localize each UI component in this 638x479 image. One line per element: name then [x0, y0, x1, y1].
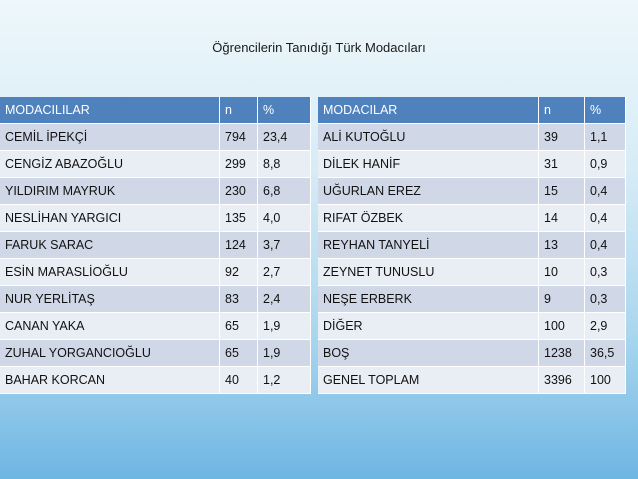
- count-cell: 15: [539, 178, 585, 205]
- percent-cell: 1,9: [258, 313, 311, 340]
- percent-cell: 23,4: [258, 124, 311, 151]
- designer-name-cell: DİLEK HANİF: [318, 151, 539, 178]
- count-cell: 14: [539, 205, 585, 232]
- percent-cell: 0,4: [585, 205, 626, 232]
- table-row: DİĞER 100 2,9: [318, 313, 626, 340]
- count-cell: 230: [220, 178, 258, 205]
- table-row: BAHAR KORCAN 40 1,2: [0, 367, 311, 394]
- count-cell: 794: [220, 124, 258, 151]
- table-row: REYHAN TANYELİ 13 0,4: [318, 232, 626, 259]
- percent-cell: 2,4: [258, 286, 311, 313]
- left-designers-table: MODACILILAR n % CEMİL İPEKÇİ 794 23,4 CENGİ…: [0, 97, 311, 394]
- right-designers-table: MODACILAR n % ALİ KUTOĞLU 39 1,1 DİLEK HANİ…: [318, 97, 626, 394]
- table-row: ZUHAL YORGANCIOĞLU 65 1,9: [0, 340, 311, 367]
- column-header-designers: MODACILAR: [318, 97, 539, 124]
- designer-name-cell: CEMİL İPEKÇİ: [0, 124, 220, 151]
- designer-name-cell: UĞURLAN EREZ: [318, 178, 539, 205]
- table-header-row: MODACILILAR n %: [0, 97, 311, 124]
- designer-name-cell: CENGİZ ABAZOĞLU: [0, 151, 220, 178]
- designer-name-cell: RIFAT ÖZBEK: [318, 205, 539, 232]
- percent-cell: 6,8: [258, 178, 311, 205]
- percent-cell: 36,5: [585, 340, 626, 367]
- count-cell: 1238: [539, 340, 585, 367]
- table-row: NESLİHAN YARGICI 135 4,0: [0, 205, 311, 232]
- designer-name-cell: FARUK SARAC: [0, 232, 220, 259]
- count-cell: 299: [220, 151, 258, 178]
- table-row: NUR YERLİTAŞ 83 2,4: [0, 286, 311, 313]
- designer-name-cell: ZUHAL YORGANCIOĞLU: [0, 340, 220, 367]
- table-row: CENGİZ ABAZOĞLU 299 8,8: [0, 151, 311, 178]
- table-row: GENEL TOPLAM 3396 100: [318, 367, 626, 394]
- count-cell: 83: [220, 286, 258, 313]
- count-cell: 124: [220, 232, 258, 259]
- table-row: RIFAT ÖZBEK 14 0,4: [318, 205, 626, 232]
- count-cell: 10: [539, 259, 585, 286]
- count-cell: 3396: [539, 367, 585, 394]
- table-row: CANAN YAKA 65 1,9: [0, 313, 311, 340]
- table-row: ESİN MARASLİOĞLU 92 2,7: [0, 259, 311, 286]
- column-header-n: n: [220, 97, 258, 124]
- percent-cell: 4,0: [258, 205, 311, 232]
- percent-cell: 1,9: [258, 340, 311, 367]
- count-cell: 100: [539, 313, 585, 340]
- percent-cell: 3,7: [258, 232, 311, 259]
- table-row: UĞURLAN EREZ 15 0,4: [318, 178, 626, 205]
- count-cell: 135: [220, 205, 258, 232]
- count-cell: 39: [539, 124, 585, 151]
- table-row: NEŞE ERBERK 9 0,3: [318, 286, 626, 313]
- count-cell: 13: [539, 232, 585, 259]
- table-row: BOŞ 1238 36,5: [318, 340, 626, 367]
- count-cell: 31: [539, 151, 585, 178]
- count-cell: 92: [220, 259, 258, 286]
- column-header-n: n: [539, 97, 585, 124]
- percent-cell: 0,3: [585, 286, 626, 313]
- table-row: CEMİL İPEKÇİ 794 23,4: [0, 124, 311, 151]
- percent-cell: 2,9: [585, 313, 626, 340]
- designer-name-cell: ESİN MARASLİOĞLU: [0, 259, 220, 286]
- percent-cell: 0,4: [585, 232, 626, 259]
- designer-name-cell: ALİ KUTOĞLU: [318, 124, 539, 151]
- percent-cell: 1,1: [585, 124, 626, 151]
- designer-name-cell: ZEYNET TUNUSLU: [318, 259, 539, 286]
- designer-name-cell: BOŞ: [318, 340, 539, 367]
- percent-cell: 100: [585, 367, 626, 394]
- designer-name-cell: GENEL TOPLAM: [318, 367, 539, 394]
- designer-name-cell: NESLİHAN YARGICI: [0, 205, 220, 232]
- table-row: DİLEK HANİF 31 0,9: [318, 151, 626, 178]
- designer-name-cell: NUR YERLİTAŞ: [0, 286, 220, 313]
- table-row: FARUK SARAC 124 3,7: [0, 232, 311, 259]
- percent-cell: 0,3: [585, 259, 626, 286]
- percent-cell: 1,2: [258, 367, 311, 394]
- designer-name-cell: YILDIRIM MAYRUK: [0, 178, 220, 205]
- left-table-body: CEMİL İPEKÇİ 794 23,4 CENGİZ ABAZOĞLU 299 8,8…: [0, 124, 311, 394]
- percent-cell: 0,9: [585, 151, 626, 178]
- count-cell: 40: [220, 367, 258, 394]
- column-header-percent: %: [258, 97, 311, 124]
- table-row: ALİ KUTOĞLU 39 1,1: [318, 124, 626, 151]
- designer-name-cell: CANAN YAKA: [0, 313, 220, 340]
- right-table-body: ALİ KUTOĞLU 39 1,1 DİLEK HANİF 31 0,9 UĞURLAN …: [318, 124, 626, 394]
- count-cell: 9: [539, 286, 585, 313]
- column-header-percent: %: [585, 97, 626, 124]
- column-header-designers: MODACILILAR: [0, 97, 220, 124]
- table-header-row: MODACILAR n %: [318, 97, 626, 124]
- percent-cell: 0,4: [585, 178, 626, 205]
- designer-name-cell: DİĞER: [318, 313, 539, 340]
- count-cell: 65: [220, 313, 258, 340]
- percent-cell: 2,7: [258, 259, 311, 286]
- designer-name-cell: REYHAN TANYELİ: [318, 232, 539, 259]
- percent-cell: 8,8: [258, 151, 311, 178]
- table-row: YILDIRIM MAYRUK 230 6,8: [0, 178, 311, 205]
- count-cell: 65: [220, 340, 258, 367]
- designer-name-cell: BAHAR KORCAN: [0, 367, 220, 394]
- slide-title: Öğrencilerin Tanıdığı Türk Modacıları: [212, 40, 426, 55]
- designer-name-cell: NEŞE ERBERK: [318, 286, 539, 313]
- table-row: ZEYNET TUNUSLU 10 0,3: [318, 259, 626, 286]
